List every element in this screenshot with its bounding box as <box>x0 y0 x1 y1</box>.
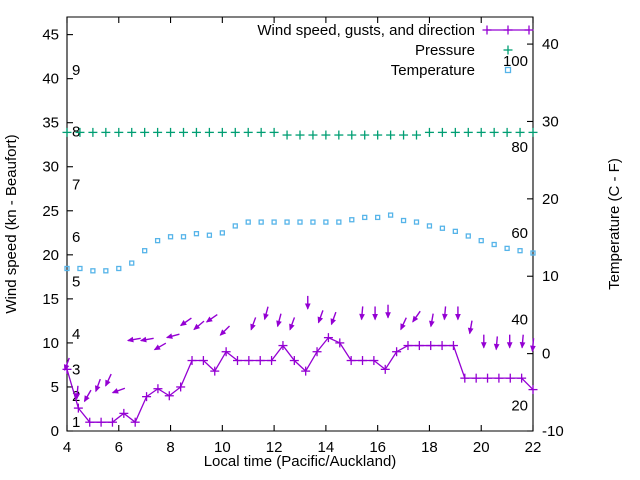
x-tick-label: 12 <box>266 439 283 456</box>
legend-label: Wind speed, gusts, and direction <box>257 22 475 39</box>
series-wind-speed <box>62 333 538 427</box>
y-tick-label: 25 <box>42 203 59 220</box>
y-tick-label: 35 <box>42 115 59 132</box>
legend-marker <box>504 66 512 74</box>
y-tick-label: 0 <box>51 423 59 440</box>
x-tick-label: 14 <box>318 439 335 456</box>
y2-tick-label: 30 <box>542 113 559 130</box>
beaufort-label: 3 <box>72 361 80 378</box>
wind-direction-arrows <box>63 295 536 403</box>
x-tick-label: 6 <box>115 439 123 456</box>
fahrenheit-label: 40 <box>511 312 528 329</box>
x-axis-title: Local time (Pacific/Auckland) <box>204 453 397 470</box>
series-temperature <box>64 212 536 274</box>
x-tick-label: 16 <box>369 439 386 456</box>
y-tick-label: 10 <box>42 335 59 352</box>
legend-label: Pressure <box>415 42 475 59</box>
x-tick-label: 20 <box>473 439 490 456</box>
y-tick-label: 40 <box>42 71 59 88</box>
y-tick-label: 20 <box>42 247 59 264</box>
beaufort-label: 5 <box>72 273 80 290</box>
y-tick-label: 45 <box>42 27 59 44</box>
series-pressure <box>62 127 538 140</box>
y2-tick-label: 0 <box>542 346 550 363</box>
y-axis-title: Wind speed (kn - Beaufort) <box>3 134 20 313</box>
y-tick-label: 5 <box>51 379 59 396</box>
legend-marker <box>482 25 534 35</box>
y-tick-label: 15 <box>42 291 59 308</box>
beaufort-scale-labels: 123456789 <box>72 62 80 431</box>
beaufort-label: 7 <box>72 176 80 193</box>
y2-axis-title: Temperature (C - F) <box>606 158 623 290</box>
y2-tick-label: 40 <box>542 36 559 53</box>
fahrenheit-scale-labels: 20 40 60 80 100 <box>503 53 528 414</box>
x-tick-label: 8 <box>166 439 174 456</box>
beaufort-label: 4 <box>72 326 80 343</box>
x-tick-labels: 4 6 8 10 12 14 16 18 20 22 <box>63 439 542 456</box>
y2-tick-label: 10 <box>542 268 559 285</box>
fahrenheit-label: 60 <box>511 225 528 242</box>
y-tick-labels: 0 5 10 15 20 25 30 35 40 45 <box>42 27 59 440</box>
y2-tick-label: 20 <box>542 191 559 208</box>
y2-tick-label: -10 <box>542 423 564 440</box>
x-tick-label: 4 <box>63 439 71 456</box>
beaufort-label: 1 <box>72 414 80 431</box>
x-tick-label: 10 <box>214 439 231 456</box>
x-tick-label: 18 <box>421 439 438 456</box>
fahrenheit-label: 100 <box>503 53 528 70</box>
legend-marker <box>503 45 513 55</box>
x-tick-label: 22 <box>525 439 542 456</box>
beaufort-label: 6 <box>72 229 80 246</box>
legend: Wind speed, gusts, and direction Pressure… <box>257 22 534 79</box>
beaufort-label: 9 <box>72 62 80 79</box>
fahrenheit-label: 20 <box>511 397 528 414</box>
y-tick-label: 30 <box>42 159 59 176</box>
legend-label: Temperature <box>391 62 475 79</box>
fahrenheit-label: 80 <box>511 139 528 156</box>
y2-tick-labels: -10 0 10 20 30 40 <box>542 36 564 440</box>
